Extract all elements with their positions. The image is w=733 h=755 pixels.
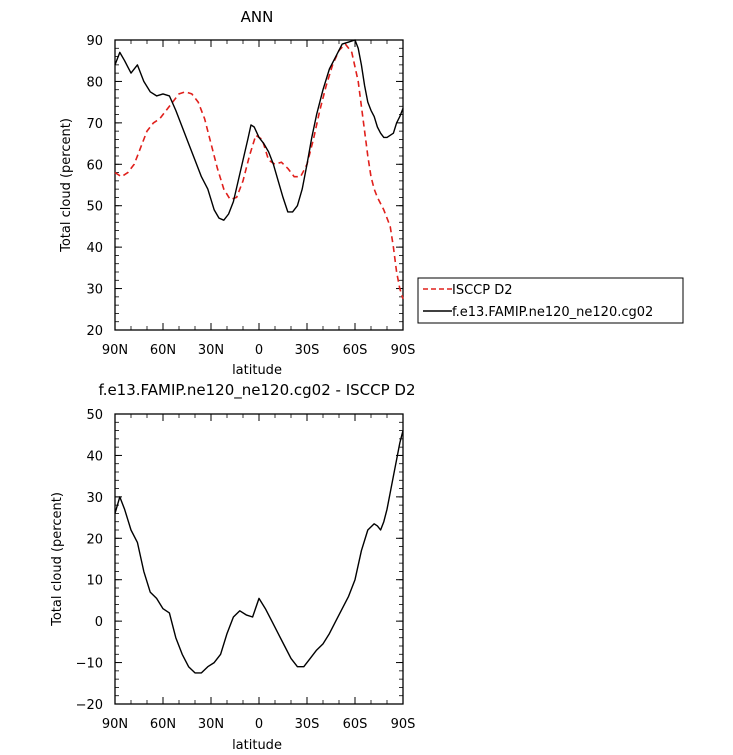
top-panel-title: ANN [241,8,274,26]
top-x-tick-label: 90N [102,343,128,358]
bottom-x-tick-label: 60S [343,717,368,732]
top-x-tick-label: 30N [198,343,224,358]
bottom-x-tick-label: 90N [102,717,128,732]
top-panel-legend: ISCCP D2 f.e13.FAMIP.ne120_ne120.cg02 [417,277,684,324]
bottom-y-tick-label: −10 [76,657,103,672]
bottom-panel-x-axis-label: latitude [232,738,282,753]
bottom-y-tick-label: 0 [95,615,103,630]
top-y-tick-label: 80 [86,75,103,90]
top-x-tick-label: 90S [391,343,416,358]
bottom-y-tick-label: 10 [86,574,103,589]
top-x-tick-label: 60N [150,343,176,358]
top-y-tick-label: 60 [86,158,103,173]
top-panel-plot-area: 90N 60N 30N 0 30S 60S 90S 20 30 40 50 60 70 80 90 [86,34,415,358]
top-y-tick-label: 20 [86,324,103,339]
top-y-tick-label: 40 [86,241,103,256]
top-plot-frame [114,39,404,331]
legend-box [417,277,684,324]
bottom-panel-title: f.e13.FAMIP.ne120_ne120.cg02 - ISCCP D2 [99,381,416,400]
bottom-y-tick-label: 50 [86,408,103,423]
legend-label-famip: f.e13.FAMIP.ne120_ne120.cg02 [452,305,653,320]
bottom-y-tick-label: 20 [86,532,103,547]
bottom-x-tick-label: 90S [391,717,416,732]
bottom-x-tick-label: 30N [198,717,224,732]
bottom-panel-y-axis-label: Total cloud (percent) [50,492,65,627]
top-x-tick-label: 60S [343,343,368,358]
top-x-tick-label: 0 [255,343,263,358]
bottom-panel: f.e13.FAMIP.ne120_ne120.cg02 - ISCCP D2 … [50,381,416,753]
bottom-series-line-difference [114,430,404,674]
top-x-tick-label: 30S [295,343,320,358]
bottom-y-tick-label: 30 [86,491,103,506]
bottom-y-tick-label: 40 [86,449,103,464]
top-panel: ANN 90N 60N 30N 0 30S 60S 90S2030405060708090 … [59,8,684,378]
top-panel-y-axis-label: Total cloud (percent) [59,118,74,253]
top-y-tick-label: 70 [86,117,103,132]
bottom-y-tick-label: −20 [76,698,103,713]
top-y-tick-label: 30 [86,283,103,298]
bottom-x-tick-label: 0 [255,717,263,732]
top-panel-x-axis-label: latitude [232,363,282,378]
bottom-x-tick-label: 30S [295,717,320,732]
top-y-tick-label: 90 [86,34,103,49]
legend-label-isccp-d2: ISCCP D2 [452,283,513,298]
top-series-line-isccp-d2 [114,43,404,300]
top-series-line-f-e13-famip-ne120-ne120-cg02 [114,39,404,221]
bottom-panel-plot-area: 90N 60N 30N 0 30S 60S 90S −20 −10 0 10 20 30 40 50 [76,408,416,732]
top-y-tick-label: 50 [86,200,103,215]
bottom-x-tick-label: 60N [150,717,176,732]
